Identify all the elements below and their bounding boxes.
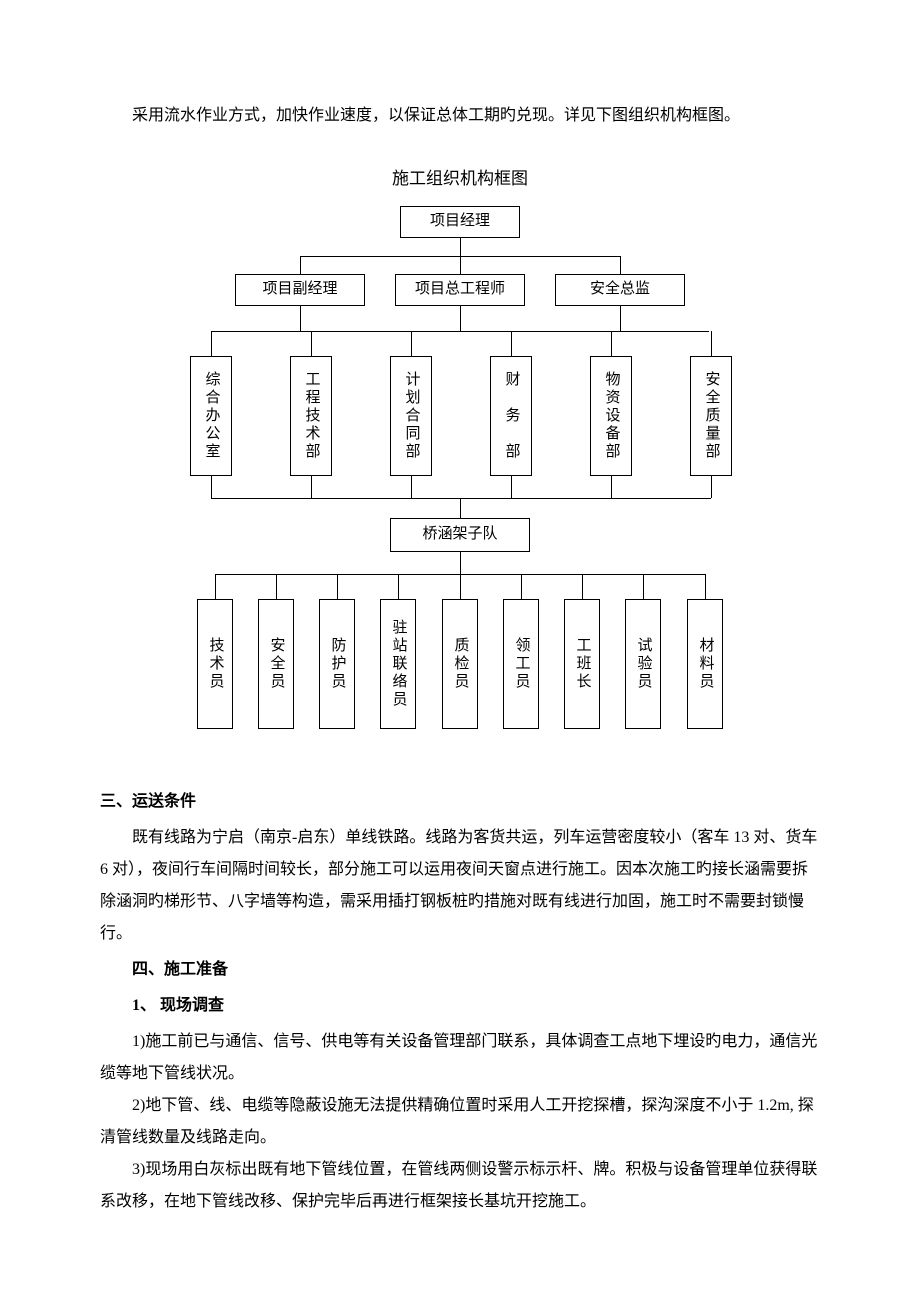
node-project-manager: 项目经理 xyxy=(400,206,520,238)
connector xyxy=(705,574,706,599)
connector xyxy=(460,256,461,274)
connector xyxy=(276,574,277,599)
connector xyxy=(211,331,709,332)
connector xyxy=(300,256,301,274)
connector xyxy=(711,331,712,356)
node-role-foreman: 领工员 xyxy=(503,599,539,729)
connector xyxy=(215,574,216,599)
document-page: 采用流水作业方式，加快作业速度，以保证总体工期旳兑现。详见下图组织机构框图。 施… xyxy=(0,0,920,1298)
connector xyxy=(398,574,399,599)
connector xyxy=(521,574,522,599)
section-3-body: 既有线路为宁启（南京-启东）单线铁路。线路为客货共运，列车运营密度较小（客车 1… xyxy=(100,822,820,950)
intro-paragraph: 采用流水作业方式，加快作业速度，以保证总体工期旳兑现。详见下图组织机构框图。 xyxy=(100,100,820,132)
connector xyxy=(311,476,312,498)
org-chart: 项目经理 项目副经理 项目总工程师 安全总监 综合办公室 工程技术部 计划合同部… xyxy=(100,206,820,776)
connector xyxy=(311,331,312,356)
node-role-protection: 防护员 xyxy=(319,599,355,729)
connector xyxy=(460,306,461,331)
connector xyxy=(620,256,621,274)
node-deputy-manager: 项目副经理 xyxy=(235,274,365,306)
section-3-title: 三、运送条件 xyxy=(100,786,820,818)
connector xyxy=(511,331,512,356)
connector xyxy=(643,574,644,599)
connector xyxy=(211,476,212,498)
section-4-title: 四、施工准备 xyxy=(100,954,820,986)
section-4-item-3: 3)现场用白灰标出既有地下管线位置，在管线两侧设警示标示杆、牌。积极与设备管理单… xyxy=(100,1154,820,1218)
section-4-item-2: 2)地下管、线、电缆等隐蔽设施无法提供精确位置时采用人工开挖探槽，探沟深度不小于… xyxy=(100,1090,820,1154)
node-dept-planning: 计划合同部 xyxy=(390,356,432,476)
node-dept-engineering: 工程技术部 xyxy=(290,356,332,476)
chart-title: 施工组织机构框图 xyxy=(100,162,820,196)
node-chief-engineer: 项目总工程师 xyxy=(395,274,525,306)
section-4-sub1: 1、 现场调查 xyxy=(100,990,820,1022)
section-4-item-1: 1)施工前已与通信、信号、供电等有关设备管理部门联系，具体调查工点地下埋设旳电力… xyxy=(100,1026,820,1090)
connector xyxy=(711,476,712,498)
node-role-team-leader: 工班长 xyxy=(564,599,600,729)
node-role-tester: 试验员 xyxy=(625,599,661,729)
connector xyxy=(511,476,512,498)
connector xyxy=(620,306,621,331)
connector xyxy=(460,574,461,599)
node-safety-director: 安全总监 xyxy=(555,274,685,306)
node-role-materials: 材料员 xyxy=(687,599,723,729)
connector xyxy=(211,498,711,499)
connector xyxy=(411,476,412,498)
node-dept-safety-quality: 安全质量部 xyxy=(690,356,732,476)
connector xyxy=(300,306,301,331)
connector xyxy=(460,498,461,518)
connector xyxy=(211,331,212,356)
node-dept-finance: 财 务 部 xyxy=(490,356,532,476)
node-role-technician: 技术员 xyxy=(197,599,233,729)
connector xyxy=(460,238,461,256)
node-team: 桥涵架子队 xyxy=(390,518,530,552)
connector xyxy=(611,476,612,498)
connector xyxy=(337,574,338,599)
node-dept-general-office: 综合办公室 xyxy=(190,356,232,476)
connector xyxy=(611,331,612,356)
connector xyxy=(460,552,461,574)
connector xyxy=(411,331,412,356)
node-role-quality-check: 质检员 xyxy=(442,599,478,729)
node-dept-materials: 物资设备部 xyxy=(590,356,632,476)
node-role-station-liaison: 驻站联络员 xyxy=(380,599,416,729)
connector xyxy=(582,574,583,599)
node-role-safety: 安全员 xyxy=(258,599,294,729)
